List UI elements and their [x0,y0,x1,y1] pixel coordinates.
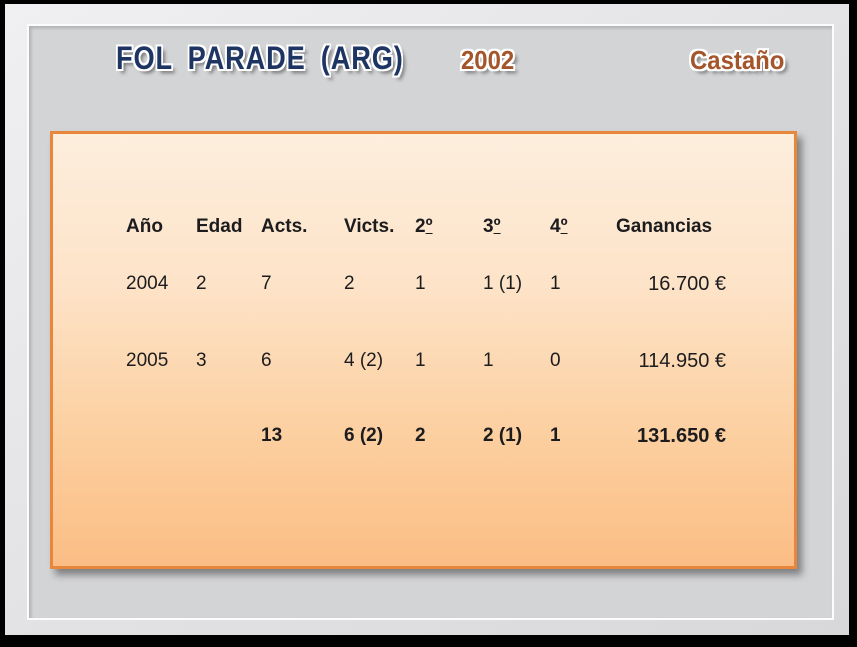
cell-terceros: 1 [483,350,494,371]
total-victs: 6 (2) [344,425,384,446]
cell-ganancias: 16.700 € [648,273,726,295]
table-totals-row: 13 6 (2) 2 2 (1) 1 131.650 € [53,425,794,453]
table-row: 2004 2 7 2 1 1 (1) 1 16.700 € [53,273,794,301]
ordinal-mark: º [425,216,433,237]
total-ganancias: 131.650 € [637,425,726,447]
cell-edad: 3 [196,350,207,371]
total-terceros: 2 (1) [483,425,523,446]
horse-name-title: FOL PARADE (ARG) [116,40,404,76]
cell-segundos: 1 [415,350,426,371]
cell-cuartos: 0 [550,350,561,371]
table-header-row: Año Edad Acts. Victs. 2º 3º 4º Ganancias [53,216,794,244]
table-row: 2005 3 6 4 (2) 1 1 0 114.950 € [53,350,794,378]
ordinal-mark: º [560,216,568,237]
col-header-victs: Victs. [344,216,395,237]
col-header-segundos-num: 2 [415,216,426,237]
ordinal-mark: º [493,216,501,237]
cell-segundos: 1 [415,273,426,294]
cell-edad: 2 [196,273,207,294]
slide-background: FOL PARADE (ARG) 2002 Castaño Año Edad A… [27,24,834,620]
cell-acts: 6 [261,350,272,371]
total-segundos: 2 [415,425,426,446]
picture-frame: FOL PARADE (ARG) 2002 Castaño Año Edad A… [5,4,849,635]
total-cuartos: 1 [550,425,561,446]
record-panel: Año Edad Acts. Victs. 2º 3º 4º Ganancias… [50,131,797,569]
cell-acts: 7 [261,273,272,294]
cell-ano: 2005 [126,350,169,371]
col-header-segundos: 2º [415,216,433,238]
col-header-cuartos-num: 4 [550,216,561,237]
col-header-acts: Acts. [261,216,308,237]
col-header-terceros: 3º [483,216,501,238]
coat-color: Castaño [690,45,785,75]
col-header-terceros-num: 3 [483,216,494,237]
col-header-edad: Edad [196,216,243,237]
col-header-ganancias: Ganancias [616,216,713,237]
cell-ganancias: 114.950 € [638,350,727,372]
cell-victs: 2 [344,273,355,294]
cell-ano: 2004 [126,273,169,294]
cell-terceros: 1 (1) [483,273,523,294]
birth-year: 2002 [461,45,515,75]
cell-cuartos: 1 [550,273,561,294]
col-header-cuartos: 4º [550,216,568,238]
cell-victs: 4 (2) [344,350,384,371]
total-acts: 13 [261,425,283,446]
col-header-ano: Año [126,216,163,237]
